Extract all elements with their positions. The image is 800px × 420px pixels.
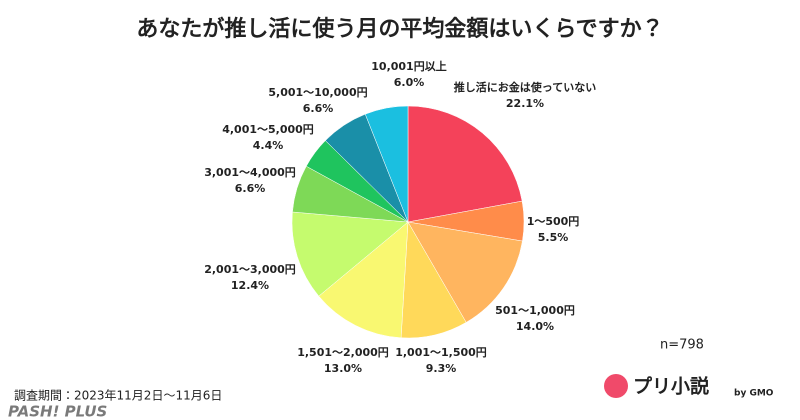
pie-slice [291, 211, 409, 297]
value-label: 12.4% [231, 279, 269, 292]
slice-label: 10,001円以上 [371, 59, 446, 73]
slice-label: 1,001〜1,500円 [395, 346, 487, 359]
logo: プリ小説 [633, 375, 709, 398]
slice-label: 4,001〜5,000円 [222, 123, 314, 136]
value-label: 6.6% [235, 182, 266, 195]
value-label: 6.6% [303, 102, 334, 115]
slice-label: 1〜500円 [527, 215, 580, 228]
pie-slice [407, 105, 523, 223]
value-label: 14.0% [516, 320, 554, 333]
pie-slice [407, 221, 523, 323]
slice-label: 2,001〜3,000円 [204, 263, 296, 276]
value-label: 22.1% [506, 97, 544, 110]
value-label: 5.5% [538, 231, 569, 244]
watermark: PASH! PLUS [8, 403, 107, 420]
value-label: 13.0% [324, 362, 362, 375]
logo-sub: by GMO [734, 389, 774, 399]
value-label: 9.3% [426, 362, 457, 375]
pie-slice [364, 105, 409, 223]
slice-label: 5,001〜10,000円 [268, 86, 367, 99]
chart-title: あなたが推し活に使う月の平均金額はいくらですか？ [136, 16, 663, 42]
pie-slice [318, 221, 409, 339]
survey-note: 調査期間：2023年11月2日〜11月6日 [14, 389, 222, 403]
logo-icon [604, 374, 628, 398]
slice-label: 1,501〜2,000円 [297, 346, 389, 359]
value-label: 4.4% [253, 139, 284, 152]
sample-size: n=798 [660, 338, 704, 353]
slice-label: 501〜1,000円 [495, 304, 575, 317]
slice-label: 推し活にお金は使っていない [454, 80, 596, 94]
value-label: 6.0% [394, 76, 425, 89]
slice-label: 3,001〜4,000円 [204, 166, 296, 179]
